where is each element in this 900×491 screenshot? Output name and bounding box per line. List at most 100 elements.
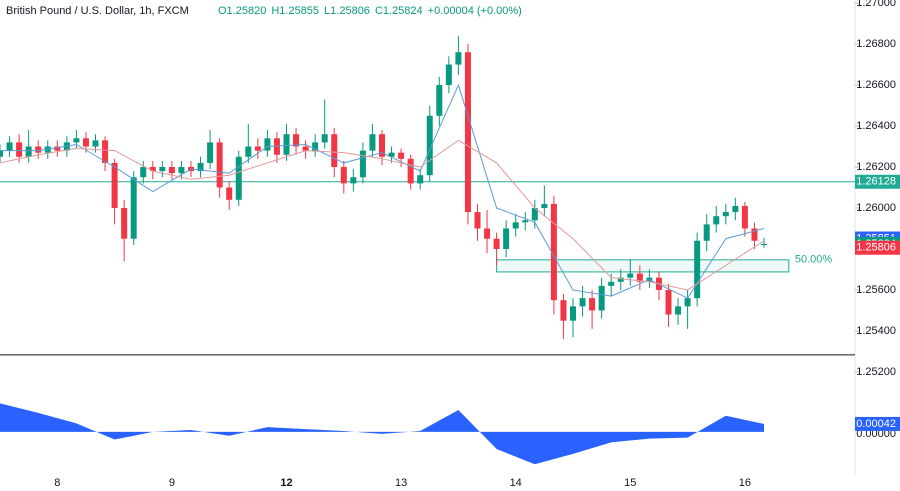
candle-body <box>713 216 720 225</box>
candle-body <box>0 150 3 157</box>
candle-body <box>407 158 414 184</box>
candle-body <box>484 228 491 239</box>
candle-body <box>388 152 395 157</box>
candle-body <box>121 207 128 239</box>
candle-body <box>6 142 13 151</box>
candle-body <box>302 146 309 151</box>
candle-body <box>273 138 280 155</box>
candle-body <box>589 298 596 311</box>
candle-body <box>493 238 500 249</box>
x-tick-label: 15 <box>624 477 636 489</box>
candle-body <box>111 162 118 208</box>
candle-body <box>73 138 80 143</box>
y-tick-label: 1.25600 <box>856 284 896 296</box>
candle-body <box>216 142 223 188</box>
candle-body <box>579 298 586 307</box>
candle-body <box>550 203 557 301</box>
candle-body <box>92 140 99 147</box>
x-tick-label: 12 <box>280 477 292 489</box>
candle-body <box>455 52 462 65</box>
candle-body <box>417 175 424 184</box>
y-tick-label: 1.25200 <box>856 366 896 378</box>
candle-body <box>44 146 51 153</box>
candle-body <box>684 298 691 307</box>
x-tick-label: 8 <box>54 477 60 489</box>
moving-average <box>0 83 765 299</box>
y-tick-label: 1.26200 <box>856 161 896 173</box>
candle-body <box>312 142 319 151</box>
candle-body <box>426 115 433 176</box>
x-tick-label: 16 <box>739 477 751 489</box>
y-tick-label: 1.26800 <box>856 38 896 50</box>
oscillator-value-box <box>855 416 900 431</box>
oscillator-area <box>0 403 764 465</box>
candle-body <box>159 167 166 172</box>
candle-body <box>369 134 376 151</box>
price-label-box <box>855 174 900 189</box>
candle-body <box>541 203 548 208</box>
candle-body <box>340 167 347 184</box>
candle-body <box>54 146 61 151</box>
candle-body <box>350 177 357 184</box>
candle-body <box>82 138 89 147</box>
candle-body <box>665 289 672 315</box>
candle-body <box>531 207 538 221</box>
candle-body <box>751 228 758 241</box>
candle-body <box>149 167 156 172</box>
candle-body <box>627 273 634 278</box>
candle-body <box>694 240 701 299</box>
price-label: 1.26128 <box>856 176 896 188</box>
price-label-box <box>855 240 900 255</box>
candle-body <box>398 152 405 159</box>
candle-body <box>445 64 452 86</box>
price-zone <box>496 259 790 273</box>
candle-body <box>35 146 42 153</box>
candle-body <box>102 140 109 163</box>
candle-body <box>254 146 261 151</box>
candle-body <box>283 134 290 155</box>
candle-body <box>512 222 519 229</box>
candle-body <box>321 134 328 143</box>
ohlc-value: H1.25855 <box>271 5 319 17</box>
price-label: 1.25806 <box>856 242 896 254</box>
candle-body <box>570 306 576 321</box>
candle-body <box>245 146 252 157</box>
candle-body <box>608 281 615 286</box>
candle-body <box>168 167 175 174</box>
chart-title: British Pound / U.S. Dollar, 1h, FXCM <box>6 5 189 17</box>
candle-body <box>207 142 214 163</box>
candle-body <box>264 138 271 151</box>
candle-body <box>140 167 147 178</box>
x-tick-label: 13 <box>395 477 407 489</box>
candle-body <box>703 224 710 241</box>
candle-body <box>130 177 137 239</box>
ohlc-value: O1.25820 <box>218 5 266 17</box>
candle-body <box>598 285 605 311</box>
moving-average <box>0 139 765 291</box>
y-tick-label: 1.26000 <box>856 202 896 214</box>
candle-body <box>63 142 70 151</box>
candle-body <box>293 134 300 147</box>
y-tick-label: 1.27000 <box>856 0 896 9</box>
ohlc-value: +0.00004 (+0.00%) <box>428 5 522 17</box>
x-tick-label: 9 <box>169 477 175 489</box>
candle-body <box>331 134 338 168</box>
ohlc-value: L1.25806 <box>324 5 370 17</box>
candle-body <box>675 306 682 315</box>
candle-body <box>226 187 233 200</box>
candle-body <box>359 150 366 178</box>
y-tick-label: 1.25400 <box>856 325 896 337</box>
candle-body <box>522 220 529 223</box>
candle-body <box>25 146 32 157</box>
candle-body <box>503 228 510 249</box>
candle-body <box>722 212 729 217</box>
zone-label: 50.00% <box>795 254 833 266</box>
candle-body <box>178 167 185 174</box>
candle-body <box>761 244 767 246</box>
candle-body <box>436 85 443 116</box>
candle-body <box>732 205 739 213</box>
candle-body <box>474 212 481 229</box>
ohlc-value: C1.25824 <box>375 5 423 17</box>
candle-body <box>197 162 204 172</box>
